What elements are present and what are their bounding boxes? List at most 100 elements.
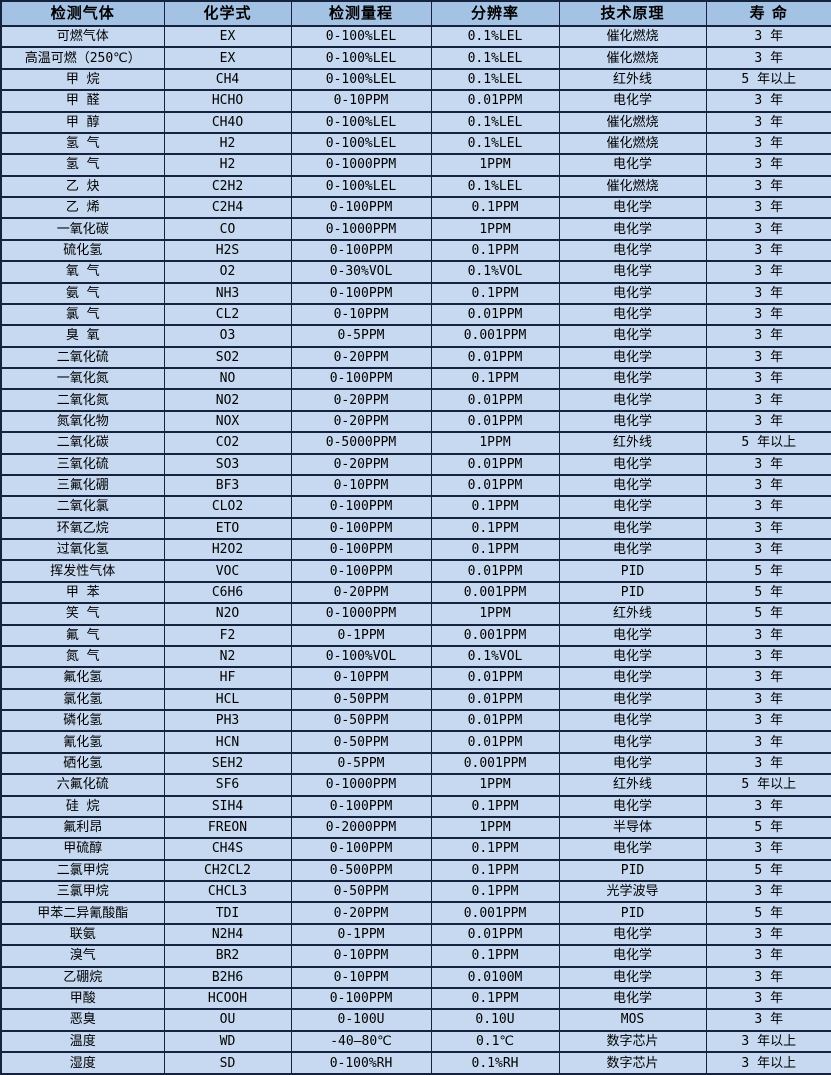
table-cell: 过氧化氢 [0, 537, 165, 562]
table-cell: 3 年 [705, 623, 831, 647]
table-cell: 3 年 [705, 388, 831, 412]
table-cell: 5 年以上 [705, 773, 831, 797]
table-cell: HF [163, 666, 292, 690]
table-cell: FREON [163, 815, 292, 840]
table-cell: 氟利昂 [0, 815, 165, 840]
table-cell: 一氧化碳 [0, 217, 165, 241]
table-cell: 0-100PPM [290, 366, 432, 391]
table-cell: OU [163, 1008, 292, 1032]
table-row: 氟化氢 HF 0-10PPM 0.01PPM 电化学 3 年 [0, 666, 831, 690]
table-cell: 电化学 [558, 366, 707, 391]
table-cell: 氯 气 [0, 302, 165, 327]
table-cell: 3 年 [705, 708, 831, 733]
column-header-range: 检测量程 [290, 0, 432, 27]
table-cell: F2 [163, 623, 292, 647]
table-cell: 3 年 [705, 153, 831, 177]
table-cell: 电化学 [558, 195, 707, 220]
table-cell: 数字芯片 [558, 1029, 707, 1054]
table-cell: 3 年 [705, 751, 831, 776]
table-cell: 磷化氢 [0, 708, 165, 733]
table-cell: 可燃气体 [0, 24, 165, 49]
table-cell: 0-1PPM [290, 623, 432, 647]
table-cell: TDI [163, 901, 292, 925]
table-cell: 催化燃烧 [558, 46, 707, 70]
table-cell: 湿度 [0, 1051, 165, 1075]
table-cell: SIH4 [163, 794, 292, 818]
table-cell: 电化学 [558, 89, 707, 113]
table-cell: 氟 气 [0, 623, 165, 647]
table-cell: 0.01PPM [430, 708, 560, 733]
table-cell: 催化燃烧 [558, 131, 707, 156]
table-cell: CH2CL2 [163, 858, 292, 883]
table-row: 二氧化碳 CO2 0-5000PPM 1PPM 红外线 5 年以上 [0, 431, 831, 455]
table-cell: 0.1PPM [430, 858, 560, 883]
table-cell: 0.1%VOL [430, 644, 560, 669]
table-row: 二氯甲烷 CH2CL2 0-500PPM 0.1PPM PID 5 年 [0, 858, 831, 883]
table-row: 氰化氢 HCN 0-50PPM 0.01PPM 电化学 3 年 [0, 730, 831, 754]
table-cell: 3 年 [705, 644, 831, 669]
table-row: 过氧化氢 H2O2 0-100PPM 0.1PPM 电化学 3 年 [0, 537, 831, 562]
table-cell: 高温可燃（250℃） [0, 46, 165, 70]
table-cell: 电化学 [558, 687, 707, 712]
table-cell: 笑 气 [0, 602, 165, 626]
table-cell: 0-100PPM [290, 195, 432, 220]
table-cell: 1PPM [430, 153, 560, 177]
table-cell: 3 年 [705, 944, 831, 968]
table-row: 挥发性气体 VOC 0-100PPM 0.01PPM PID 5 年 [0, 559, 831, 583]
table-row: 硅 烷 SIH4 0-100PPM 0.1PPM 电化学 3 年 [0, 794, 831, 818]
table-row: 可燃气体 EX 0-100%LEL 0.1%LEL 催化燃烧 3 年 [0, 24, 831, 49]
table-row: 一氧化氮 NO 0-100PPM 0.1PPM 电化学 3 年 [0, 366, 831, 391]
table-cell: 3 年 [705, 281, 831, 305]
table-cell: 0.1%LEL [430, 67, 560, 92]
table-cell: 二氯甲烷 [0, 858, 165, 883]
table-cell: VOC [163, 559, 292, 583]
table-cell: 0.001PPM [430, 623, 560, 647]
table-cell: 3 年 [705, 730, 831, 754]
table-cell: 0.1%LEL [430, 24, 560, 49]
table-row: 甲 醇 CH4O 0-100%LEL 0.1%LEL 催化燃烧 3 年 [0, 110, 831, 134]
table-cell: 电化学 [558, 644, 707, 669]
table-cell: 0-100PPM [290, 238, 432, 263]
table-cell: 3 年 [705, 89, 831, 113]
table-cell: 0.1℃ [430, 1029, 560, 1054]
table-cell: 氢 气 [0, 153, 165, 177]
table-cell: 电化学 [558, 495, 707, 519]
table-cell: 0-5PPM [290, 751, 432, 776]
table-cell: 0-20PPM [290, 901, 432, 925]
table-cell: WD [163, 1029, 292, 1054]
table-cell: 1PPM [430, 815, 560, 840]
table-row: 三氧化硫 SO3 0-20PPM 0.01PPM 电化学 3 年 [0, 452, 831, 476]
table-cell: 电化学 [558, 666, 707, 690]
table-cell: 电化学 [558, 794, 707, 818]
table-row: 三氯甲烷 CHCL3 0-50PPM 0.1PPM 光学波导 3 年 [0, 879, 831, 904]
table-cell: 0.1%LEL [430, 174, 560, 199]
table-cell: PH3 [163, 708, 292, 733]
table-cell: 电化学 [558, 751, 707, 776]
table-cell: 0.1PPM [430, 794, 560, 818]
table-cell: 挥发性气体 [0, 559, 165, 583]
table-cell: 3 年 [705, 345, 831, 370]
table-cell: 1PPM [430, 602, 560, 626]
table-cell: 0-10PPM [290, 302, 432, 327]
table-cell: SEH2 [163, 751, 292, 776]
table-cell: O3 [163, 324, 292, 348]
table-cell: 5 年 [705, 580, 831, 605]
table-cell: 甲 烷 [0, 67, 165, 92]
table-cell: 0-100PPM [290, 559, 432, 583]
table-cell: CLO2 [163, 495, 292, 519]
table-cell: 0.01PPM [430, 473, 560, 498]
table-cell: 二氧化硫 [0, 345, 165, 370]
table-cell: 0-20PPM [290, 452, 432, 476]
table-row: 氟 气 F2 0-1PPM 0.001PPM 电化学 3 年 [0, 623, 831, 647]
table-cell: N2O [163, 602, 292, 626]
table-cell: 甲 苯 [0, 580, 165, 605]
table-cell: 催化燃烧 [558, 174, 707, 199]
table-cell: 电化学 [558, 837, 707, 861]
table-cell: 甲 醛 [0, 89, 165, 113]
table-cell: BF3 [163, 473, 292, 498]
table-cell: SD [163, 1051, 292, 1075]
table-cell: 3 年 [705, 965, 831, 989]
table-cell: 1PPM [430, 773, 560, 797]
table-row: 甲硫醇 CH4S 0-100PPM 0.1PPM 电化学 3 年 [0, 837, 831, 861]
